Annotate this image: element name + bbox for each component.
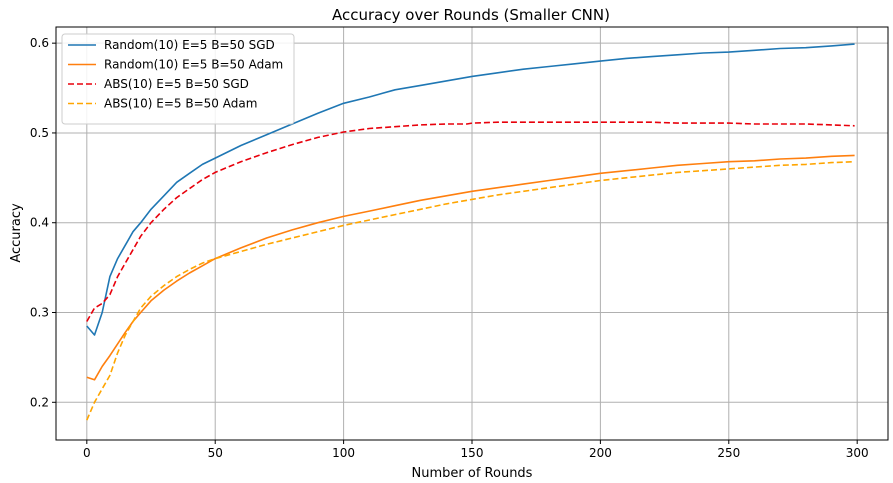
x-tick-label: 200 [589, 446, 612, 460]
x-tick-label: 0 [83, 446, 91, 460]
series-line [86, 121, 855, 322]
series-line [86, 154, 855, 381]
chart-title: Accuracy over Rounds (Smaller CNN) [332, 6, 610, 24]
y-tick-label: 0.4 [30, 216, 49, 230]
legend: Random(10) E=5 B=50 SGD Random(10) E=5 B=… [61, 33, 295, 125]
legend-label: ABS(10) E=5 B=50 Adam [104, 97, 257, 111]
y-tick-label: 0.3 [30, 306, 49, 320]
x-tick-label: 300 [846, 446, 869, 460]
series-line [86, 43, 855, 336]
legend-label: Random(10) E=5 B=50 SGD [104, 38, 275, 52]
series-line [86, 160, 855, 421]
x-tick-label: 250 [717, 446, 740, 460]
x-tick-label: 100 [332, 446, 355, 460]
x-axis-label: Number of Rounds [412, 466, 533, 481]
legend-label: ABS(10) E=5 B=50 SGD [104, 77, 249, 91]
y-tick-label: 0.5 [30, 126, 49, 140]
ticks: 0 50 100 150 200 250 300 0.2 0.3 0.4 0.5 0.6 [30, 36, 869, 460]
y-axis-label: Accuracy [9, 203, 24, 263]
legend-box [61, 33, 295, 125]
series-lines [86, 43, 855, 421]
x-tick-label: 50 [208, 446, 223, 460]
legend-label: Random(10) E=5 B=50 Adam [104, 58, 283, 72]
x-tick-label: 150 [461, 446, 484, 460]
y-tick-label: 0.2 [30, 395, 49, 409]
y-tick-label: 0.6 [30, 36, 49, 50]
